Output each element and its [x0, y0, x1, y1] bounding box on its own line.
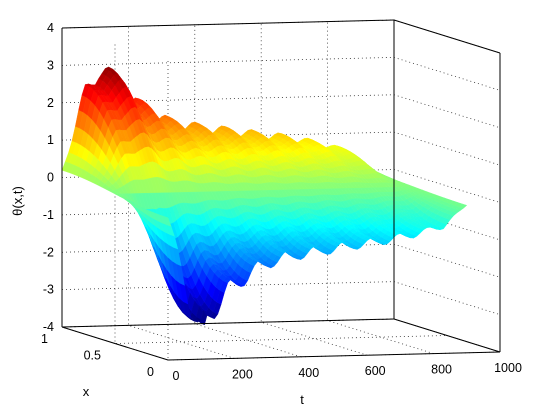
t-tick-label: 1000: [494, 361, 522, 375]
z-tick-label: -4: [43, 320, 54, 334]
x-tick-label: 0: [147, 365, 154, 379]
t-tick-label: 200: [232, 367, 253, 381]
t-tick-label: 400: [298, 366, 319, 380]
t-tick-label: 600: [365, 364, 386, 378]
z-axis-label: θ(x,t): [10, 186, 25, 216]
t-tick-label: 0: [173, 369, 180, 383]
surface-patch: [458, 203, 468, 209]
z-tick-label: 0: [47, 171, 54, 185]
z-tick-label: 2: [47, 96, 54, 110]
t-tick-label: 800: [431, 363, 452, 377]
t-tick-labels: 0 200 400 600 800 1000: [173, 361, 522, 383]
box-edge: [61, 19, 395, 29]
x-tick-labels: 00.51: [41, 332, 154, 379]
z-tick-label: -3: [43, 283, 54, 297]
surface: [61, 66, 468, 326]
box-edge: [393, 19, 501, 54]
x-tick-label: 0.5: [84, 349, 101, 363]
grid-line-z: [61, 281, 501, 316]
z-tick-label: 3: [47, 58, 54, 72]
z-tick-label: 1: [47, 133, 54, 147]
t-axis-label: t: [300, 392, 304, 407]
z-tick-label: -1: [43, 208, 54, 222]
z-tick-label: -2: [43, 245, 54, 259]
box-edge: [61, 326, 169, 361]
box-edge: [167, 351, 501, 361]
axis-box: [61, 19, 501, 361]
x-tick-label: 1: [41, 332, 48, 346]
box-edge: [61, 318, 395, 328]
box-edge: [393, 318, 501, 353]
z-tick-labels: -4 -3 -2 -1 0 1 2 3 4: [43, 21, 54, 334]
grid-line-z: [61, 19, 501, 54]
grid-line-z: [61, 56, 501, 91]
grid-line-x: [114, 44, 448, 344]
x-axis-label: x: [83, 384, 90, 399]
z-tick-label: 4: [47, 21, 54, 35]
